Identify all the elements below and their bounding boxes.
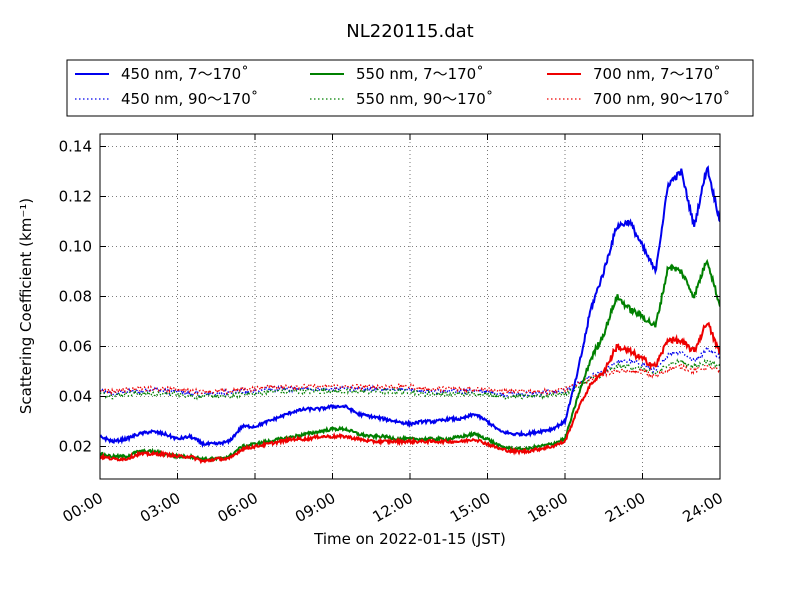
- x-axis: 00:00 03:00 06:00 09:00 12:00 15:00 18:00 21:00…: [60, 134, 726, 526]
- series-group: [100, 165, 720, 465]
- x-axis-label: Time on 2022-01-15 (JST): [313, 530, 506, 548]
- x-tick-label: 00:00: [60, 489, 106, 526]
- legend-entry: 700 nm, 90～170˚: [593, 90, 730, 108]
- chart-title: NL220115.dat: [346, 21, 473, 42]
- legend-entry: 450 nm, 90～170˚: [121, 90, 258, 108]
- y-tick-label: 0.14: [59, 138, 92, 156]
- x-tick-label: 24:00: [680, 489, 726, 526]
- series-line: [100, 165, 720, 448]
- legend-entry: 550 nm, 90～170˚: [356, 90, 493, 108]
- x-tick-label: 15:00: [447, 489, 493, 526]
- series-line: [100, 321, 720, 465]
- y-axis: 0.02 0.04 0.06 0.08 0.10 0.12 0.14: [59, 138, 720, 456]
- legend-entry: 550 nm, 7～170˚: [356, 65, 484, 83]
- x-tick-label: 09:00: [292, 489, 338, 526]
- x-tick-label: 12:00: [370, 489, 416, 526]
- y-tick-label: 0.10: [59, 238, 92, 256]
- series-line: [100, 357, 720, 401]
- legend: 450 nm, 7～170˚ 550 nm, 7～170˚ 700 nm, 7～17…: [66, 59, 754, 117]
- legend-entry: 700 nm, 7～170˚: [593, 65, 721, 83]
- y-axis-label: Scattering Coefficient (km⁻¹): [17, 198, 35, 414]
- x-tick-label: 18:00: [525, 489, 571, 526]
- y-tick-label: 0.02: [59, 438, 92, 456]
- series-line: [100, 258, 720, 463]
- legend-frame: [66, 59, 754, 117]
- y-tick-label: 0.04: [59, 388, 92, 406]
- legend-entry: 450 nm, 7～170˚: [121, 65, 249, 83]
- y-tick-label: 0.06: [59, 338, 92, 356]
- x-tick-label: 03:00: [137, 489, 183, 526]
- series-line: [100, 363, 720, 396]
- x-tick-label: 21:00: [602, 489, 648, 526]
- x-tick-label: 06:00: [215, 489, 261, 526]
- y-tick-label: 0.12: [59, 188, 92, 206]
- y-tick-label: 0.08: [59, 288, 92, 306]
